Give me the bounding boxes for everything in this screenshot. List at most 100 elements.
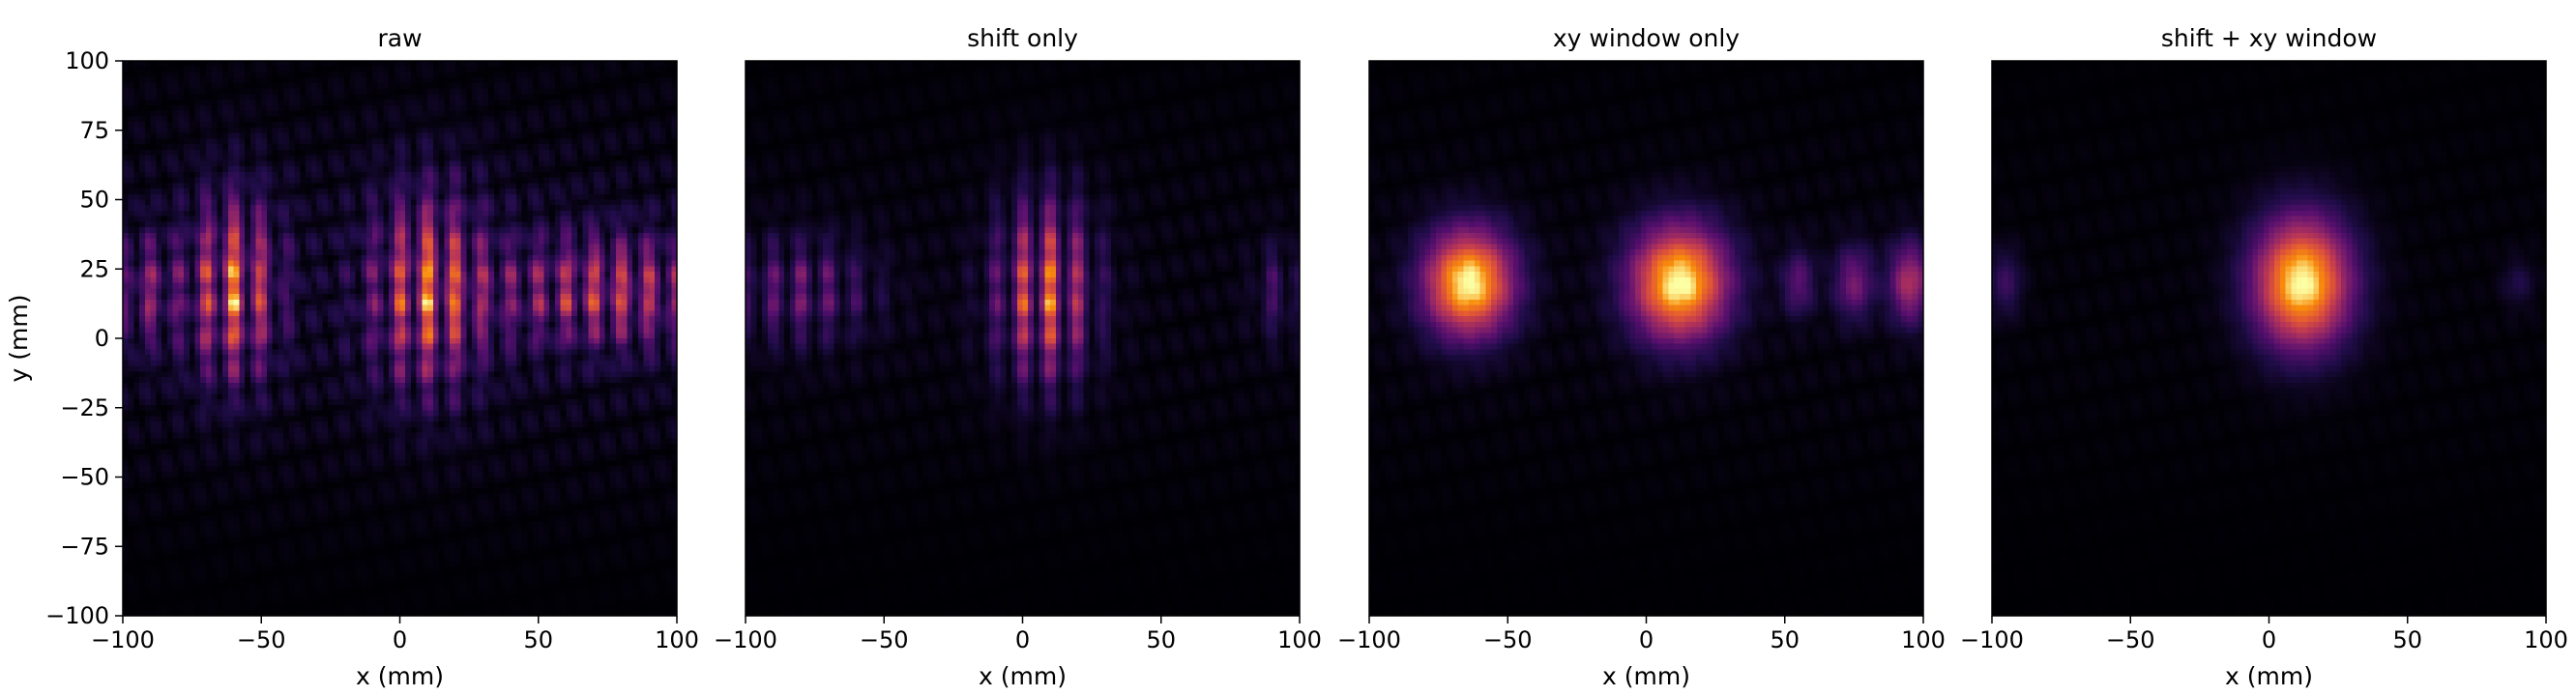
heatmap-cell [605,150,611,156]
heatmap-cell [422,138,427,144]
heatmap-cell [139,72,145,77]
heatmap-cell [539,105,544,111]
heatmap-cell [488,94,494,100]
heatmap-cell [234,105,240,111]
heatmap-cell [539,116,544,122]
heatmap-cell [311,156,317,161]
heatmap-cell [234,172,240,178]
heatmap-cell [322,61,328,67]
heatmap-cell [278,150,283,156]
heatmap-cell [190,166,195,172]
heatmap-cell [577,67,583,72]
heatmap-cell [306,160,311,166]
heatmap-cell [123,138,129,144]
heatmap-cell [156,89,161,95]
heatmap-cell [378,100,384,105]
heatmap-cell [261,144,267,150]
heatmap-cell [228,144,234,150]
heatmap-cell [289,183,295,188]
heatmap-cell [300,77,306,83]
heatmap-cell [483,133,488,139]
heatmap-cell [228,138,234,144]
heatmap-cell [588,183,594,188]
heatmap-cell [228,89,234,95]
heatmap-cell [417,100,423,105]
heatmap-cell [222,144,228,150]
heatmap-cell [306,111,311,117]
heatmap-cell [350,83,356,89]
heatmap-cell [516,166,522,172]
heatmap-cell [151,128,157,133]
heatmap-cell [289,128,295,133]
heatmap-cell [466,105,472,111]
heatmap-cell [444,61,450,67]
heatmap-cell [422,111,427,117]
heatmap-cell [627,133,632,139]
heatmap-cell [311,183,317,188]
heatmap-cell [543,105,549,111]
heatmap-cell [206,77,212,83]
heatmap-cell [283,94,289,100]
heatmap-cell [217,150,222,156]
heatmap-cell [383,77,389,83]
heatmap-cell [500,183,506,188]
heatmap-cell [516,94,522,100]
heatmap-cell [273,150,278,156]
heatmap-cell [256,83,262,89]
heatmap-cell [566,166,571,172]
heatmap-cell [666,61,672,67]
heatmap-cell [411,166,417,172]
heatmap-cell [123,100,129,105]
heatmap-cell [561,77,567,83]
heatmap-cell [395,100,400,105]
heatmap-cell [511,172,516,178]
heatmap-cell [466,111,472,117]
heatmap-cell [450,111,455,117]
heatmap-cell [250,94,256,100]
heatmap-cell [190,67,195,72]
heatmap-cell [250,83,256,89]
heatmap-cell [505,122,511,128]
heatmap-cell [190,122,195,128]
heatmap-cell [488,89,494,95]
heatmap-cell [129,72,134,77]
heatmap-cell [328,133,334,139]
heatmap-cell [566,94,571,100]
heatmap-cell [638,144,644,150]
heatmap-cell [278,183,283,188]
heatmap-cell [627,183,632,188]
heatmap-cell [522,138,528,144]
heatmap-cell [488,111,494,117]
heatmap-cell [400,166,406,172]
heatmap-cell [139,172,145,178]
heatmap-cell [638,138,644,144]
heatmap-cell [366,172,372,178]
heatmap-cell [239,122,245,128]
heatmap-cell [123,166,129,172]
heatmap-cell [488,128,494,133]
heatmap-cell [478,116,483,122]
heatmap-cell [483,111,488,117]
heatmap-cell [378,166,384,172]
heatmap-cell [478,150,483,156]
heatmap-cell [417,150,423,156]
heatmap-cell [561,72,567,77]
heatmap-cell [338,160,344,166]
heatmap-cell [549,67,555,72]
heatmap-cell [361,138,366,144]
heatmap-cell [571,133,577,139]
heatmap-cell [273,83,278,89]
heatmap-cell [411,128,417,133]
heatmap-cell [334,183,339,188]
heatmap-cell [478,133,483,139]
heatmap-cell [361,172,366,178]
heatmap-cell [139,122,145,128]
heatmap-cell [178,111,184,117]
heatmap-cell [378,178,384,184]
heatmap-cell [184,178,190,184]
heatmap-cell [660,94,666,100]
heatmap-cell [133,160,139,166]
heatmap-cell [417,166,423,172]
heatmap-cell [427,128,433,133]
heatmap-cell [156,188,161,194]
